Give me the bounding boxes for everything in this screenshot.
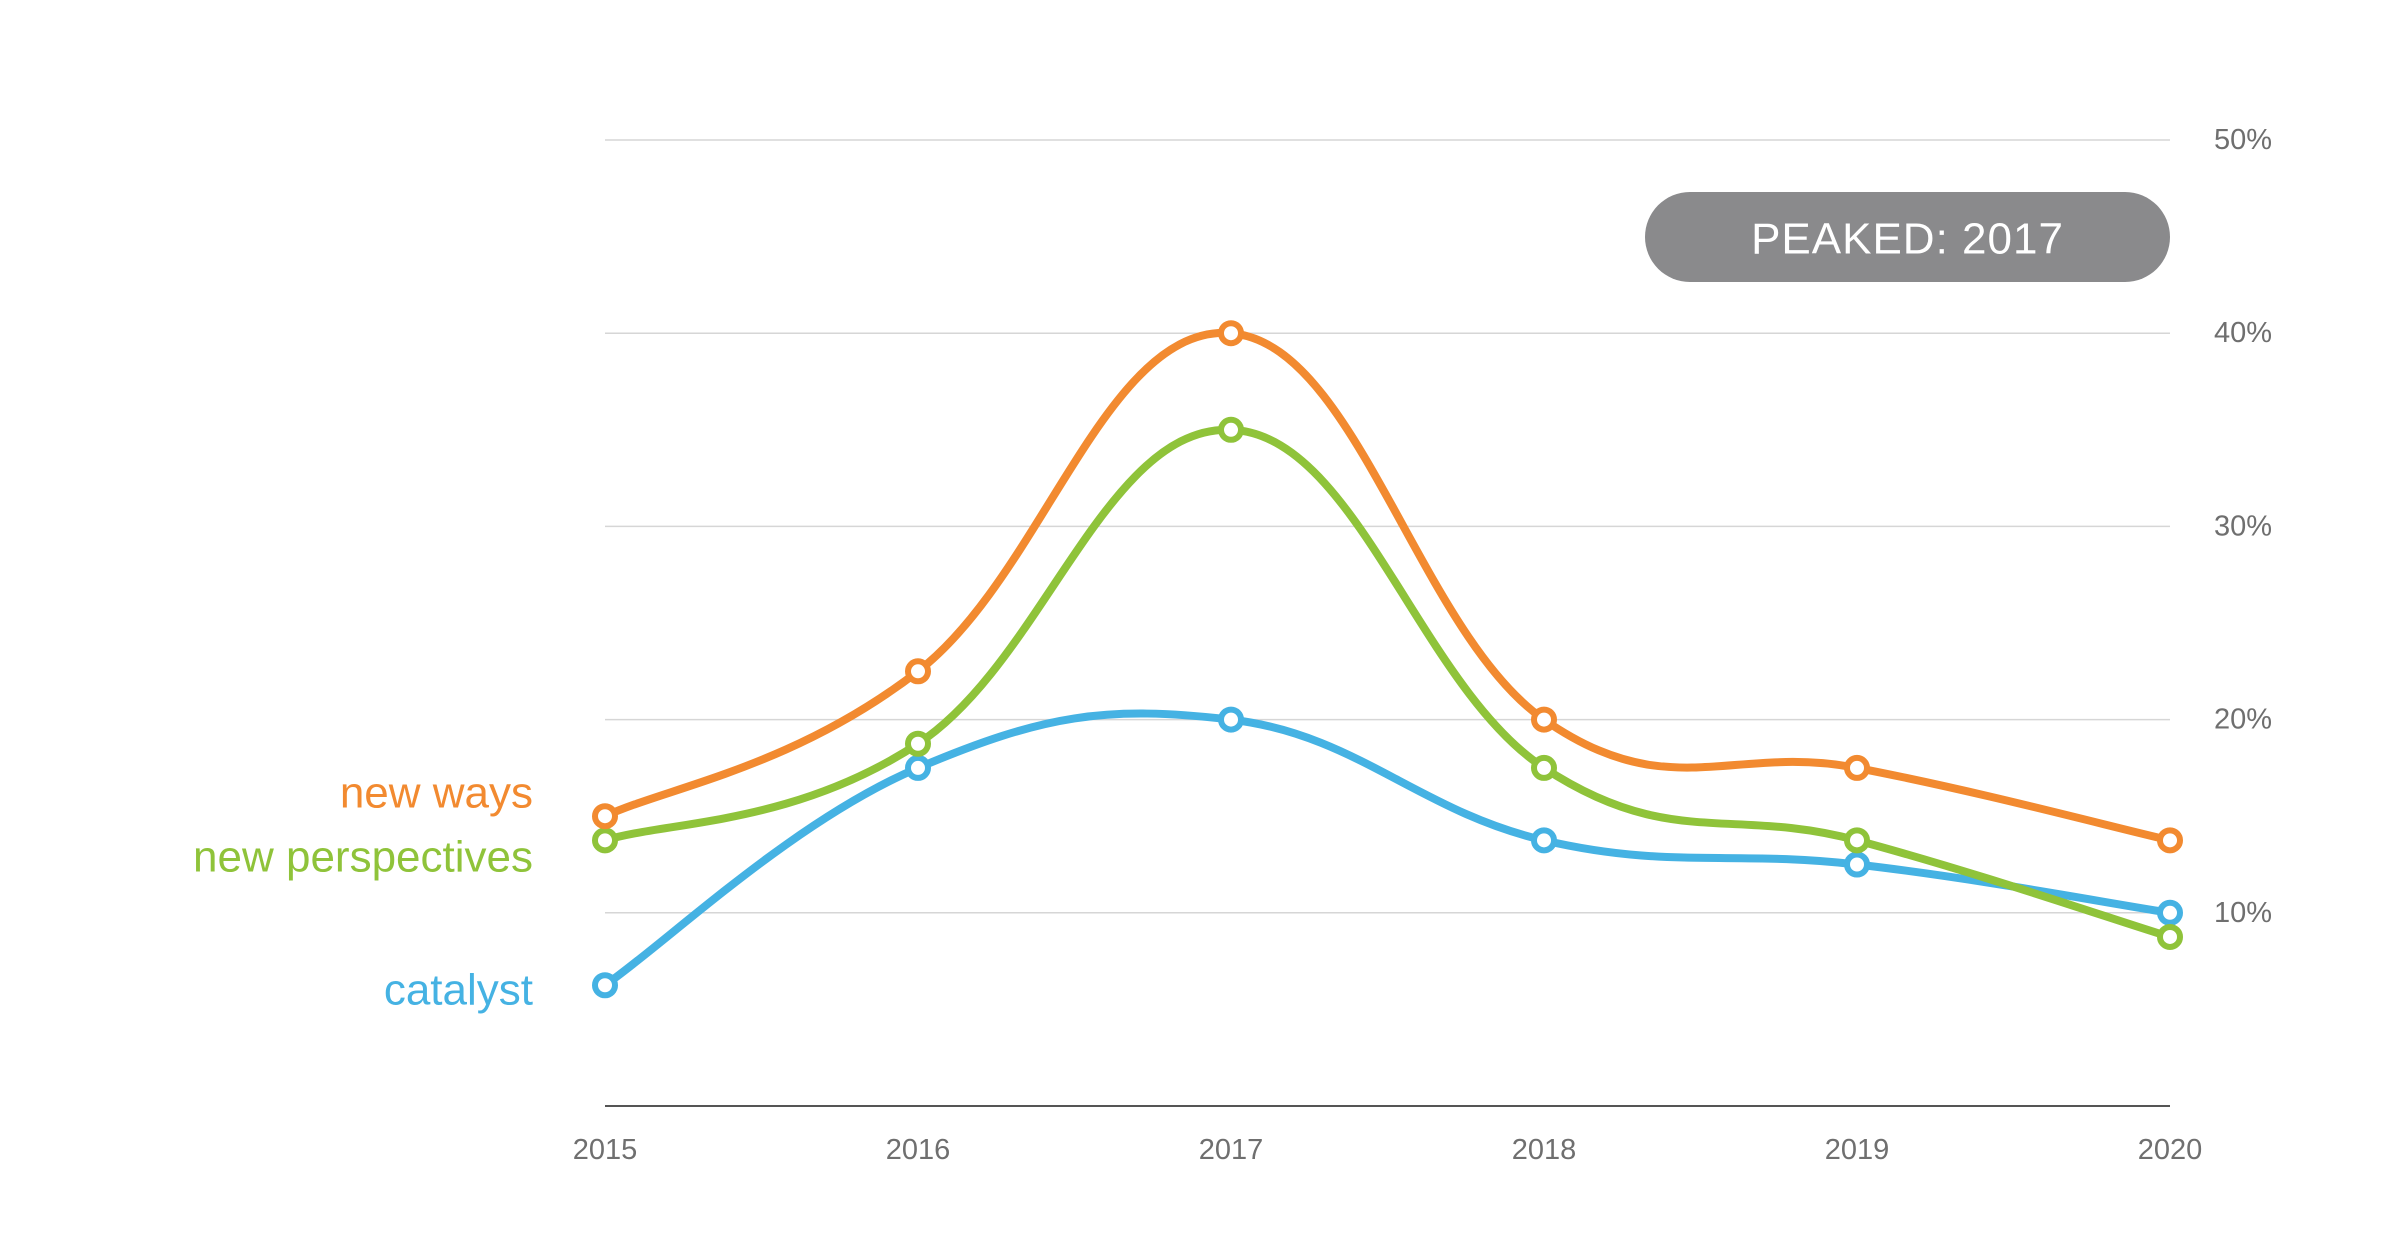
data-point <box>1218 320 1244 347</box>
series-catalyst <box>592 706 2183 999</box>
data-point <box>1218 706 1244 733</box>
x-tick-label: 2016 <box>886 1134 951 1166</box>
data-point <box>2157 923 2183 950</box>
series-line-new-perspectives <box>601 425 2174 941</box>
data-point <box>1531 706 1557 733</box>
y-tick-label: 50% <box>2214 124 2272 156</box>
data-point <box>592 827 618 854</box>
data-point <box>2157 899 2183 926</box>
data-point <box>592 803 618 830</box>
peak-badge <box>1645 192 2170 282</box>
y-tick-label: 40% <box>2214 317 2272 349</box>
x-tick-label: 2018 <box>1512 1134 1577 1166</box>
data-point <box>1844 827 1870 854</box>
series-lines <box>592 320 2183 999</box>
y-tick-label: 30% <box>2214 510 2272 542</box>
x-tick-label: 2015 <box>573 1134 638 1166</box>
x-tick-label: 2019 <box>1825 1134 1890 1166</box>
y-tick-label: 20% <box>2214 704 2272 736</box>
y-axis-ticks: 10% 20% 30% 40% 50% <box>2214 124 2272 929</box>
series-line-new-ways <box>601 329 2174 845</box>
legend-label-new-ways: new ways <box>340 769 533 818</box>
data-point <box>1531 754 1557 781</box>
data-point <box>1218 416 1244 443</box>
legend-label-new-perspectives: new perspectives <box>193 833 533 882</box>
data-point <box>1844 754 1870 781</box>
x-tick-label: 2017 <box>1199 1134 1264 1166</box>
gridlines <box>605 139 2170 914</box>
x-axis-ticks: 2015 2016 2017 2018 2019 2020 <box>573 1134 2203 1166</box>
y-tick-label: 10% <box>2214 897 2272 929</box>
series-new-perspectives <box>592 416 2183 950</box>
data-point <box>905 730 931 757</box>
data-point <box>905 658 931 685</box>
x-tick-label: 2020 <box>2138 1134 2203 1166</box>
data-point <box>2157 827 2183 854</box>
legend-label-catalyst: catalyst <box>384 966 533 1015</box>
series-new-ways <box>592 320 2183 854</box>
data-point <box>592 972 618 999</box>
legend: new ways new perspectives catalyst <box>193 769 533 1015</box>
peak-badge-text: PEAKED: 2017 <box>1751 215 2064 264</box>
series-line-catalyst <box>601 709 2174 990</box>
peak-annotation: PEAKED: 2017 <box>1645 192 2170 282</box>
data-point <box>905 754 931 781</box>
data-point <box>1531 827 1557 854</box>
data-point <box>1844 851 1870 878</box>
